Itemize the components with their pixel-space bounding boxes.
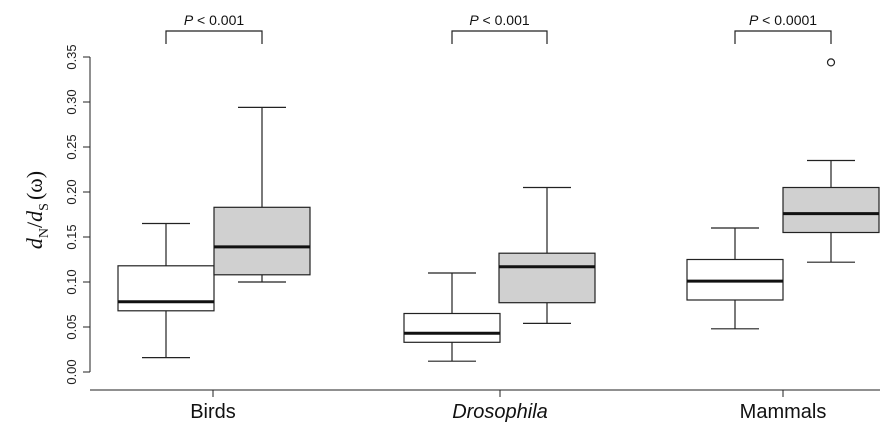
plot-area: P < 0.001 P < 0.001 P < 0.0001 bbox=[117, 12, 880, 362]
box-iqr bbox=[403, 312, 501, 343]
box-group: P < 0.0001 bbox=[686, 12, 880, 330]
x-axis: Birds Drosophila Mammals bbox=[90, 389, 880, 422]
box-iqr bbox=[213, 206, 311, 276]
box-iqr bbox=[117, 265, 215, 312]
p-value-label: P < 0.0001 bbox=[749, 12, 817, 28]
y-tick-label: 0.35 bbox=[64, 44, 79, 69]
box-group: P < 0.001 bbox=[403, 12, 596, 362]
ylabel-d1: d bbox=[22, 237, 47, 249]
y-tick-label: 0.15 bbox=[64, 224, 79, 249]
box-iqr bbox=[498, 252, 596, 304]
y-tick-label: 0.05 bbox=[64, 314, 79, 339]
ylabel-d2: d bbox=[22, 210, 47, 222]
ylabel-slash: / bbox=[22, 221, 47, 228]
significance-bracket bbox=[165, 30, 263, 44]
outlier-point bbox=[826, 58, 836, 67]
significance-bracket bbox=[451, 30, 548, 44]
p-value-label: P < 0.001 bbox=[469, 12, 530, 28]
x-tick-label: Drosophila bbox=[452, 401, 548, 422]
y-tick-label: 0.25 bbox=[64, 134, 79, 159]
box-group: P < 0.001 bbox=[117, 12, 311, 359]
x-tick-label: Birds bbox=[190, 401, 236, 422]
y-axis-label: dN/dS(ω) bbox=[22, 171, 52, 249]
ylabel-sub1: N bbox=[37, 228, 52, 238]
y-tick-label: 0.00 bbox=[64, 359, 79, 384]
y-tick-label: 0.20 bbox=[64, 179, 79, 204]
box-iqr bbox=[782, 186, 880, 234]
ylabel-sub2: S bbox=[37, 203, 52, 211]
y-tick-label: 0.10 bbox=[64, 269, 79, 294]
p-value-label: P < 0.001 bbox=[184, 12, 245, 28]
significance-bracket bbox=[734, 30, 832, 44]
y-tick-label: 0.30 bbox=[64, 89, 79, 114]
x-tick-label: Mammals bbox=[740, 401, 827, 422]
y-axis: 0.00 0.05 0.10 0.15 0.20 0.25 0.30 0.35 bbox=[64, 44, 91, 385]
ylabel-suffix: (ω) bbox=[22, 171, 47, 200]
